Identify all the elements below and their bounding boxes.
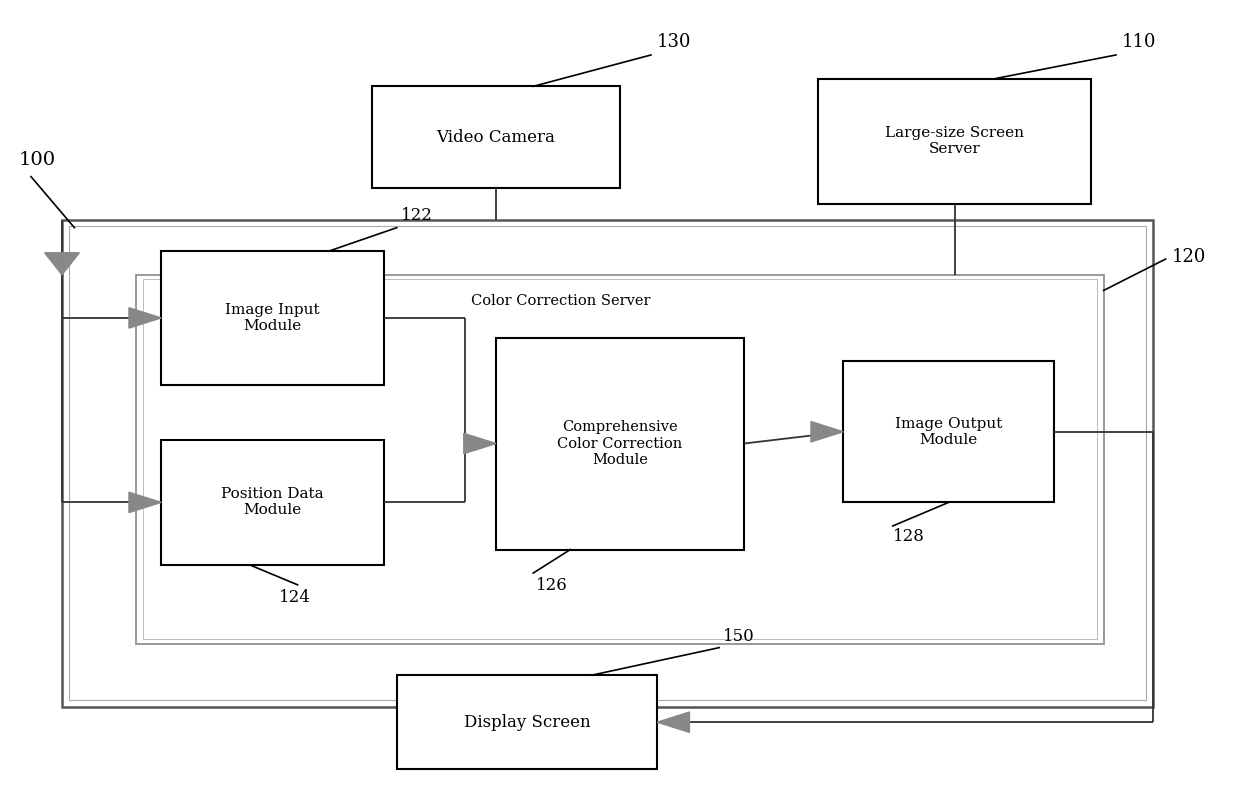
Bar xyxy=(397,675,657,769)
Text: Display Screen: Display Screen xyxy=(464,714,590,731)
Text: 122: 122 xyxy=(401,206,433,224)
Text: 124: 124 xyxy=(279,589,311,606)
Text: 100: 100 xyxy=(19,151,56,169)
Text: 130: 130 xyxy=(657,33,692,51)
Text: Image Output
Module: Image Output Module xyxy=(895,417,1002,447)
Text: Color Correction Server: Color Correction Server xyxy=(471,294,651,309)
Text: Image Input
Module: Image Input Module xyxy=(226,303,320,333)
Bar xyxy=(161,251,384,385)
Bar xyxy=(843,361,1054,502)
Bar xyxy=(496,338,744,550)
Bar xyxy=(161,440,384,565)
Bar xyxy=(136,275,1104,644)
Bar xyxy=(818,78,1091,204)
Bar xyxy=(62,220,1153,706)
Text: 110: 110 xyxy=(1122,33,1157,51)
Polygon shape xyxy=(464,433,496,454)
Text: Large-size Screen
Server: Large-size Screen Server xyxy=(885,126,1024,156)
Text: 120: 120 xyxy=(1172,249,1207,266)
Polygon shape xyxy=(811,422,843,442)
Text: 126: 126 xyxy=(536,577,568,594)
Text: Comprehensive
Color Correction
Module: Comprehensive Color Correction Module xyxy=(557,420,683,467)
Text: Video Camera: Video Camera xyxy=(436,129,556,146)
Polygon shape xyxy=(129,308,161,328)
Text: 150: 150 xyxy=(723,628,755,645)
Polygon shape xyxy=(45,253,79,275)
Text: 128: 128 xyxy=(893,528,925,545)
Bar xyxy=(69,226,1146,700)
Bar xyxy=(372,86,620,188)
Bar xyxy=(143,279,1097,639)
Polygon shape xyxy=(129,492,161,513)
Polygon shape xyxy=(657,712,689,732)
Text: Position Data
Module: Position Data Module xyxy=(222,487,324,517)
